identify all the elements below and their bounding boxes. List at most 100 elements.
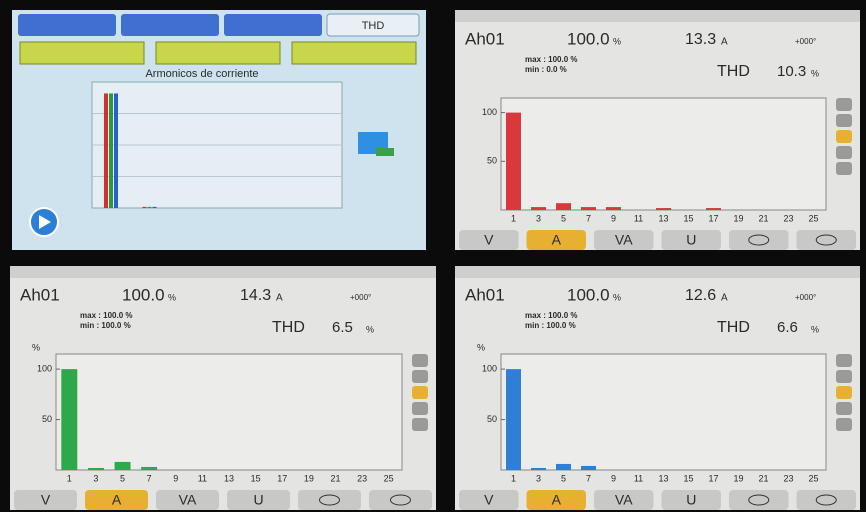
plot-area [501,354,826,470]
x-tick-label: 7 [586,213,591,223]
bottom-tab-label: VA [615,232,633,248]
bottom-tab[interactable] [369,490,432,510]
bar [115,462,131,470]
thd-label: THD [717,319,750,336]
x-tick-label: 17 [277,473,287,483]
x-tick-label: 11 [634,213,643,223]
min: min : 100.0 % [525,321,576,330]
unit: % [168,292,176,302]
bar [506,369,521,470]
bottom-tab[interactable] [729,230,789,250]
x-tick-label: 17 [708,213,718,223]
side-button[interactable] [836,146,852,159]
channel: Ah01 [465,29,505,48]
side-button[interactable] [836,386,852,399]
current: 13.3 [685,31,716,48]
x-tick-label: 17 [708,473,718,483]
side-button[interactable] [836,354,852,367]
status-bar [455,10,860,22]
x-tick-label: 21 [758,213,768,223]
value-box [156,42,280,64]
thd-label: THD [272,319,305,336]
x-tick-label: 15 [683,213,693,223]
x-tick-label: 23 [357,473,367,483]
bar [88,468,104,470]
tab[interactable] [121,14,219,36]
max: max : 100.0 % [525,311,577,320]
chart-title: Armonicos de corriente [145,68,258,80]
y-tick-label: 100 [482,364,497,374]
x-tick-label: 5 [561,473,566,483]
tab-label: THD [362,20,385,32]
bar [142,207,146,208]
bottom-tab[interactable] [797,230,857,250]
side-button[interactable] [412,402,428,415]
side-button[interactable] [412,370,428,383]
phase: +000° [795,293,816,302]
x-tick-label: 23 [783,473,793,483]
side-button[interactable] [412,386,428,399]
x-tick-label: 25 [384,473,394,483]
x-tick-label: 3 [536,213,541,223]
thd: 6.5 [332,319,353,336]
side-button[interactable] [836,402,852,415]
bottom-tab[interactable] [729,490,789,510]
bar [656,208,671,210]
side-button[interactable] [412,418,428,431]
tab[interactable] [224,14,322,36]
min: min : 0.0 % [525,65,567,74]
unit: A [721,293,728,304]
min: min : 100.0 % [80,321,131,330]
x-tick-label: 9 [611,473,616,483]
x-tick-label: 3 [93,473,98,483]
status-bar [10,266,436,278]
x-tick-label: 19 [733,213,743,223]
x-tick-label: 7 [586,473,591,483]
bottom-tab-label: VA [179,492,197,508]
x-tick-label: 13 [658,473,668,483]
bar [506,113,521,210]
side-button[interactable] [836,418,852,431]
x-tick-label: 23 [783,213,793,223]
bottom-tab[interactable] [298,490,361,510]
bar [556,203,571,210]
x-tick-label: 13 [224,473,234,483]
bottom-tab-label: A [552,492,562,508]
side-button[interactable] [836,130,852,143]
x-tick-label: 1 [511,213,516,223]
thd-label: THD [717,63,750,80]
current: 12.6 [685,287,716,304]
bar [531,468,546,470]
status-bar [455,266,860,278]
x-tick-label: 7 [147,473,152,483]
unit: % [811,68,819,78]
bar [556,464,571,470]
x-tick-label: 9 [173,473,178,483]
current: 14.3 [240,287,271,304]
x-tick-label: 11 [634,473,643,483]
bottom-tab[interactable] [797,490,857,510]
max: max : 100.0 % [80,311,132,320]
side-button[interactable] [836,370,852,383]
unit: % [613,292,621,302]
side-button[interactable] [412,354,428,367]
photo: THDArmonicos de corrienteAh01100.0%13.3A… [0,0,866,512]
bottom-tab-label: A [552,232,562,248]
y-tick-label: 100 [37,364,52,374]
icon [376,148,394,156]
phase: +000° [795,37,816,46]
bottom-tab-label: U [686,232,696,248]
value-box [20,42,144,64]
side-button[interactable] [836,162,852,175]
x-tick-label: 25 [808,213,818,223]
y-tick-label: 50 [42,414,52,424]
x-tick-label: 5 [120,473,125,483]
side-button[interactable] [836,98,852,111]
side-button[interactable] [836,114,852,127]
bar [606,207,621,210]
channel: Ah01 [20,285,60,304]
tab[interactable] [18,14,116,36]
y-tick-label: 100 [482,107,497,117]
plot-area [56,354,402,470]
bottom-tab-label: VA [615,492,633,508]
